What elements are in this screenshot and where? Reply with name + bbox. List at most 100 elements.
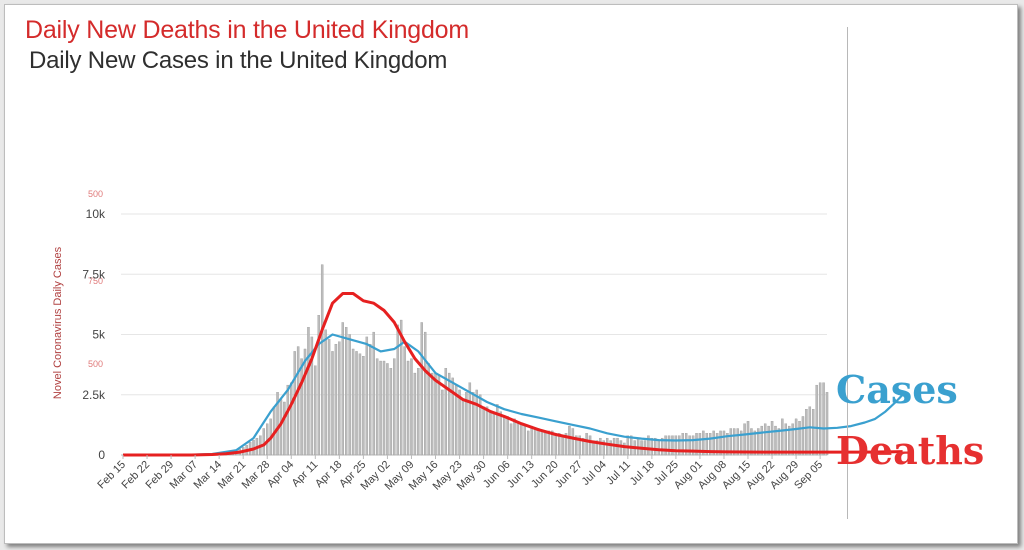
- case-bar: [410, 358, 413, 456]
- case-bar: [417, 368, 420, 456]
- case-bar: [527, 430, 530, 456]
- case-bar: [365, 336, 369, 456]
- case-bar: [461, 399, 465, 456]
- case-bar: [623, 442, 626, 456]
- case-bar: [441, 389, 444, 456]
- case-bar: [499, 411, 502, 456]
- case-bar: [478, 394, 482, 456]
- ghost-y-tick-label: 500: [88, 359, 103, 369]
- case-bar: [369, 343, 372, 456]
- case-bar: [468, 382, 472, 456]
- case-bar: [331, 351, 334, 456]
- case-bar: [784, 423, 788, 456]
- case-bar: [427, 363, 430, 456]
- case-bar: [448, 372, 451, 456]
- case-bar: [695, 433, 698, 456]
- case-bar: [774, 425, 777, 456]
- case-bar: [358, 353, 362, 456]
- y-tick-label: 10k: [86, 207, 106, 221]
- legend-cases-label: Cases: [836, 367, 958, 412]
- case-bar: [324, 329, 327, 456]
- case-bar: [341, 322, 344, 456]
- case-bar: [396, 324, 399, 456]
- chart-subtitle: Daily New Cases in the United Kingdom: [29, 47, 448, 74]
- case-bar: [444, 368, 448, 456]
- case-bar: [317, 315, 320, 456]
- case-bar: [399, 319, 403, 456]
- case-bar: [496, 404, 499, 456]
- deaths-line: [123, 292, 903, 457]
- case-bar: [472, 392, 475, 456]
- case-bar: [561, 435, 564, 456]
- x-tick-label: Jul 04: [580, 459, 609, 488]
- case-bar: [290, 382, 293, 456]
- y-tick-label: 0: [98, 448, 105, 462]
- case-bar: [523, 425, 527, 456]
- case-bar: [746, 421, 750, 456]
- case-bar: [715, 433, 719, 456]
- case-bar: [554, 433, 557, 456]
- case-bar: [423, 331, 427, 456]
- case-bar: [413, 372, 417, 456]
- case-bar: [362, 356, 365, 456]
- case-bar: [533, 428, 537, 456]
- case-bar: [303, 348, 307, 456]
- series-lines: [122, 292, 904, 457]
- case-bar: [794, 418, 798, 456]
- case-bar: [489, 411, 492, 456]
- case-bar: [458, 389, 461, 456]
- case-bar: [393, 358, 396, 456]
- case-bar: [763, 423, 767, 456]
- case-bar: [750, 428, 753, 456]
- case-bar: [753, 430, 757, 456]
- case-bar: [691, 435, 695, 456]
- case-bar: [630, 435, 633, 456]
- case-bar: [338, 341, 341, 456]
- case-bar: [544, 433, 547, 456]
- case-bar: [575, 435, 578, 456]
- case-bar: [818, 382, 822, 456]
- case-bar: [320, 264, 324, 456]
- case-bar: [564, 433, 568, 456]
- case-bar: [664, 435, 667, 456]
- case-bar: [671, 435, 674, 456]
- case-bar: [654, 437, 657, 456]
- case-bar: [667, 435, 671, 456]
- case-bar: [825, 392, 829, 456]
- case-bar: [712, 430, 715, 456]
- case-bar: [475, 389, 478, 456]
- case-bar: [307, 327, 310, 456]
- case-bar: [788, 425, 791, 456]
- divider: [847, 27, 848, 519]
- case-bar: [389, 368, 393, 456]
- case-bar: [327, 339, 331, 456]
- y-axis: 0 2.5k 5k 7.5k 10k: [82, 207, 106, 462]
- case-bar: [581, 437, 585, 456]
- case-bar: [262, 428, 266, 456]
- case-bar: [348, 334, 351, 456]
- case-bar: [599, 437, 602, 456]
- case-bar: [684, 433, 688, 456]
- case-bar: [729, 428, 733, 456]
- case-bar: [351, 348, 355, 456]
- case-bar: [355, 351, 358, 456]
- case-bar: [760, 425, 763, 456]
- case-bar: [513, 418, 516, 456]
- case-bar: [403, 346, 406, 456]
- case-bar: [688, 435, 691, 456]
- case-bar: [822, 382, 825, 456]
- ghost-axis-labels: 500 750 500: [88, 189, 103, 369]
- case-bar: [585, 433, 588, 456]
- x-tick-label: Jul 11: [604, 459, 633, 488]
- case-bar: [678, 435, 681, 456]
- case-bar: [547, 430, 551, 456]
- case-bar: [482, 406, 485, 456]
- case-bar: [420, 322, 423, 456]
- case-bar: [530, 425, 533, 456]
- case-bar: [619, 440, 623, 456]
- case-bar: [502, 416, 506, 456]
- case-bar: [606, 437, 609, 456]
- case-bars: [187, 264, 829, 456]
- case-bar: [310, 336, 314, 456]
